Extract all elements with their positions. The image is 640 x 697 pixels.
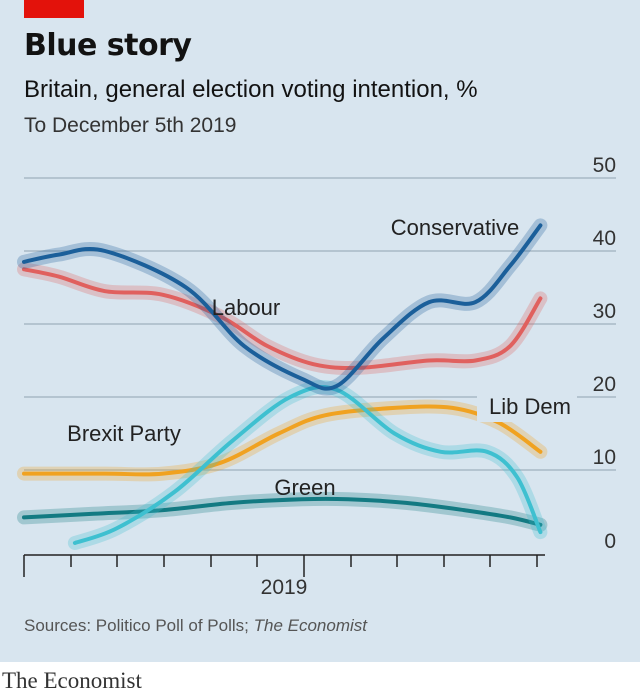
brand-wordmark: The Economist xyxy=(2,668,142,693)
x-tick-label-2019: 2019 xyxy=(261,576,308,599)
series-line-conservative xyxy=(22,223,543,391)
chart-date-range: To December 5th 2019 xyxy=(24,114,237,137)
y-tick-label-30: 30 xyxy=(593,300,616,323)
y-tick-label-10: 10 xyxy=(593,446,616,469)
chart-title: Blue story xyxy=(24,28,192,63)
series-line-labour xyxy=(22,267,543,370)
line-chart: 0 10 20 30 40 50 Conservative Labour Lib Dem Brex… xyxy=(17,154,616,599)
y-tick-label-0: 0 xyxy=(604,530,616,553)
source-italic: The Economist xyxy=(253,616,367,635)
series-label-green: Green xyxy=(274,475,335,500)
chart-subtitle: Britain, general election voting intenti… xyxy=(24,76,478,103)
series-label-brexit-party: Brexit Party xyxy=(67,421,181,446)
brand-red-tag xyxy=(24,0,84,18)
series-label-labour: Labour xyxy=(212,295,281,320)
y-tick-label-50: 50 xyxy=(593,154,616,177)
y-tick-label-40: 40 xyxy=(593,227,616,250)
y-tick-label-20: 20 xyxy=(593,373,616,396)
series-line-green xyxy=(22,496,543,527)
series-label-lib-dem: Lib Dem xyxy=(489,394,571,419)
source-prefix: Sources: Politico Poll of Polls; xyxy=(24,616,254,635)
source-note: Sources: Politico Poll of Polls; The Eco… xyxy=(24,616,367,636)
chart-card: Blue story Britain, general election vot… xyxy=(0,0,640,662)
lib-dem-label-bg xyxy=(477,394,577,422)
series-line-lib-dem xyxy=(22,404,543,477)
series-line-brexit-party xyxy=(72,385,543,545)
series-label-conservative: Conservative xyxy=(391,215,519,240)
